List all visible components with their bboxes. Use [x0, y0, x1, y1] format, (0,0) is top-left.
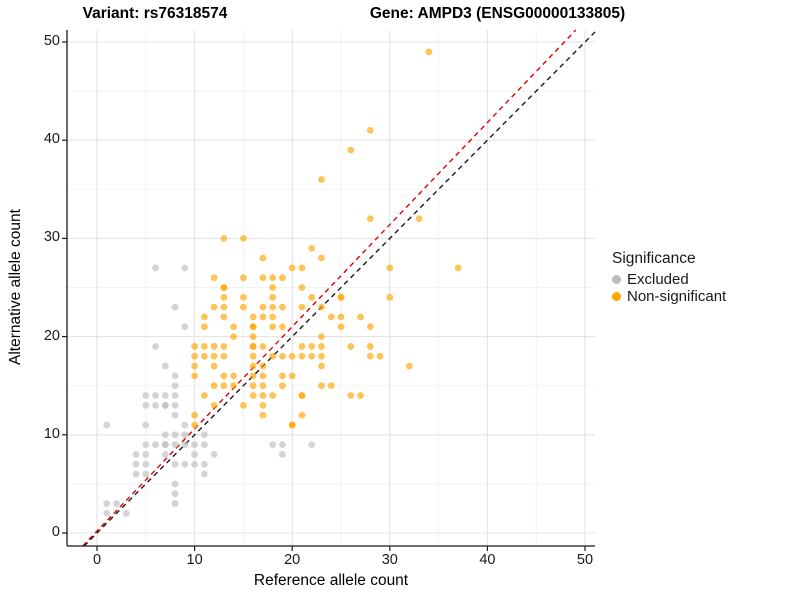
- x-tick-label: 0: [92, 552, 102, 568]
- x-tick-label: 30: [381, 552, 398, 568]
- y-tick-label: 0: [51, 524, 60, 540]
- y-tick-label: 40: [43, 131, 60, 148]
- legend-item-non-significant: Non-significant: [612, 288, 726, 305]
- significance-legend: Significance Excluded Non-significant: [612, 250, 726, 305]
- x-tick-label: 10: [186, 552, 203, 568]
- y-tick-label: 30: [43, 229, 60, 246]
- x-tick-label: 50: [576, 552, 594, 568]
- legend-title: Significance: [612, 250, 696, 267]
- y-axis-title: Alternative allele count: [7, 209, 24, 365]
- x-axis-title: Reference allele count: [253, 572, 409, 589]
- gene-title: Gene: AMPD3 (ENSG00000133805): [369, 5, 626, 22]
- non-significant-dot-icon: [612, 292, 621, 301]
- excluded-dot-icon: [612, 275, 621, 284]
- expected-ratio-line: [82, 29, 577, 547]
- x-tick-label: 40: [479, 552, 496, 568]
- identity-line: [83, 31, 596, 547]
- legend-label-non-significant: Non-significant: [627, 288, 727, 305]
- y-tick-label: 20: [43, 327, 60, 344]
- legend-label-excluded: Excluded: [627, 271, 689, 288]
- y-tick-label: 50: [43, 33, 60, 49]
- x-tick-label: 20: [284, 552, 301, 568]
- variant-title: Variant: rs76318574: [82, 5, 228, 22]
- y-tick-label: 10: [43, 425, 60, 442]
- legend-item-excluded: Excluded: [612, 271, 726, 288]
